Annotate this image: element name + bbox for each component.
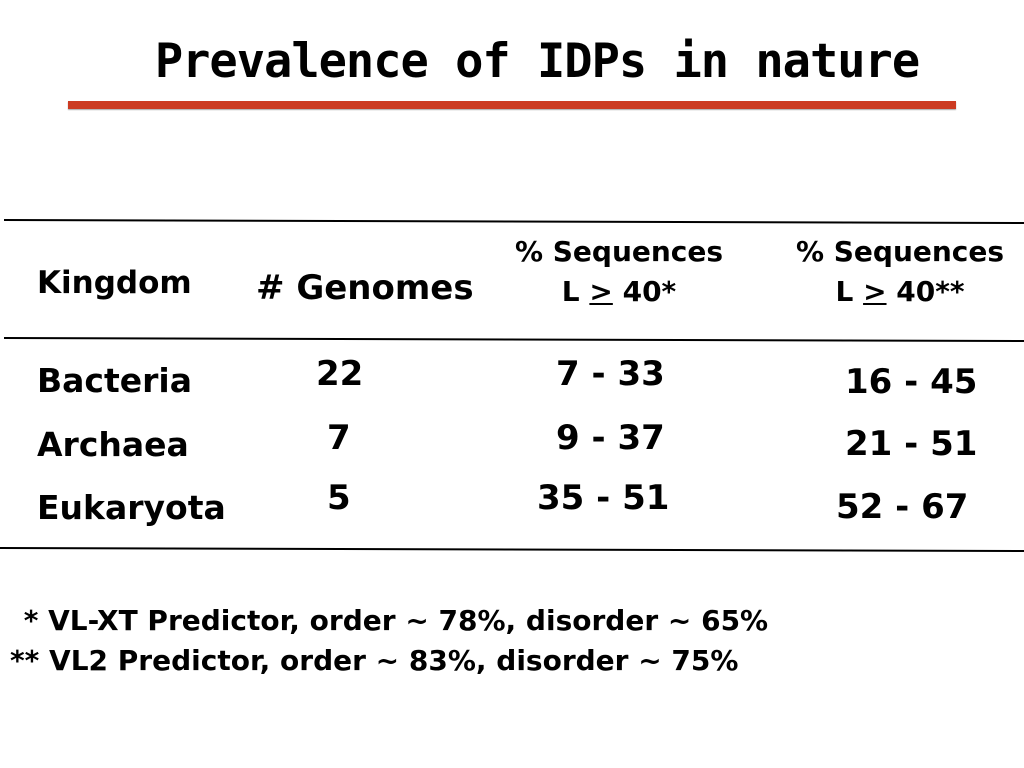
cell-seq1-bacteria: 7 - 33 (556, 354, 665, 394)
cell-seq2-eukaryota: 52 - 67 (836, 487, 969, 527)
greater-equal-symbol: > (589, 275, 613, 308)
header-sequences-vl2-line2: L > 40** (835, 275, 965, 308)
footnote-vlxt: * VL-XT Predictor, order ~ 78%, disorder… (14, 604, 769, 637)
cell-genomes-eukaryota: 5 (327, 478, 351, 518)
cell-seq1-archaea: 9 - 37 (556, 418, 665, 458)
header-sequences-vlxt: % Sequences L > 40* (508, 232, 730, 312)
table-header-rule (3, 337, 1024, 343)
header-kingdom: Kingdom (37, 265, 192, 301)
slide-title: Prevalence of IDPs in nature (154, 34, 920, 89)
table-top-rule (3, 219, 1024, 225)
footnote-vl2: ** VL2 Predictor, order ~ 83%, disorder … (10, 644, 739, 677)
table-bottom-rule (0, 547, 1024, 553)
header-sequences-vl2: % Sequences L > 40** (789, 232, 1011, 312)
row-label-eukaryota: Eukaryota (37, 488, 226, 527)
cell-seq1-eukaryota: 35 - 51 (537, 478, 670, 518)
title-underline-rule (68, 101, 956, 109)
cell-seq2-bacteria: 16 - 45 (845, 362, 978, 402)
row-label-archaea: Archaea (37, 425, 189, 464)
greater-equal-symbol: > (863, 275, 887, 308)
row-label-bacteria: Bacteria (37, 361, 192, 400)
header-sequences-vlxt-line2: L > 40* (561, 275, 677, 308)
cell-seq2-archaea: 21 - 51 (845, 424, 978, 464)
header-sequences-vlxt-line1: % Sequences (514, 235, 724, 268)
header-sequences-vl2-line1: % Sequences (795, 235, 1005, 268)
cell-genomes-archaea: 7 (327, 418, 351, 458)
cell-genomes-bacteria: 22 (316, 354, 364, 394)
header-genomes: # Genomes (256, 268, 474, 308)
